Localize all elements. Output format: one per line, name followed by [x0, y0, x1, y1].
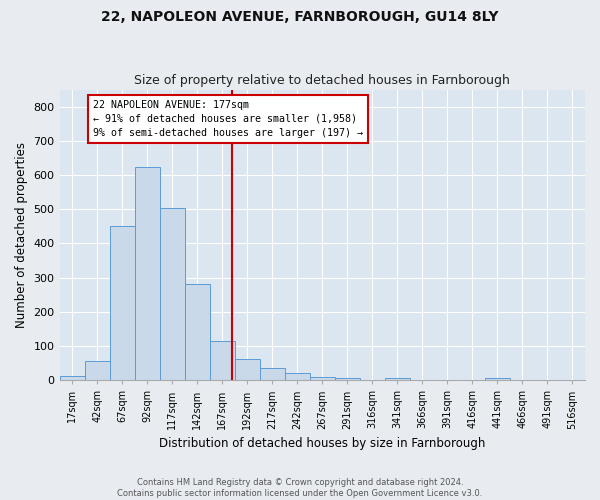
- Title: Size of property relative to detached houses in Farnborough: Size of property relative to detached ho…: [134, 74, 510, 87]
- Bar: [110, 226, 134, 380]
- Bar: [209, 340, 235, 380]
- Bar: [160, 208, 185, 380]
- Y-axis label: Number of detached properties: Number of detached properties: [15, 142, 28, 328]
- Bar: [260, 368, 285, 380]
- Bar: [134, 166, 160, 380]
- Bar: [335, 378, 360, 380]
- Bar: [59, 376, 85, 380]
- Text: Contains HM Land Registry data © Crown copyright and database right 2024.
Contai: Contains HM Land Registry data © Crown c…: [118, 478, 482, 498]
- Bar: [85, 361, 110, 380]
- Text: 22 NAPOLEON AVENUE: 177sqm
← 91% of detached houses are smaller (1,958)
9% of se: 22 NAPOLEON AVENUE: 177sqm ← 91% of deta…: [92, 100, 362, 138]
- Bar: [310, 377, 335, 380]
- Bar: [185, 284, 209, 380]
- Bar: [235, 358, 260, 380]
- Text: 22, NAPOLEON AVENUE, FARNBOROUGH, GU14 8LY: 22, NAPOLEON AVENUE, FARNBOROUGH, GU14 8…: [101, 10, 499, 24]
- Bar: [285, 372, 310, 380]
- X-axis label: Distribution of detached houses by size in Farnborough: Distribution of detached houses by size …: [159, 437, 485, 450]
- Bar: [485, 378, 510, 380]
- Bar: [385, 378, 410, 380]
